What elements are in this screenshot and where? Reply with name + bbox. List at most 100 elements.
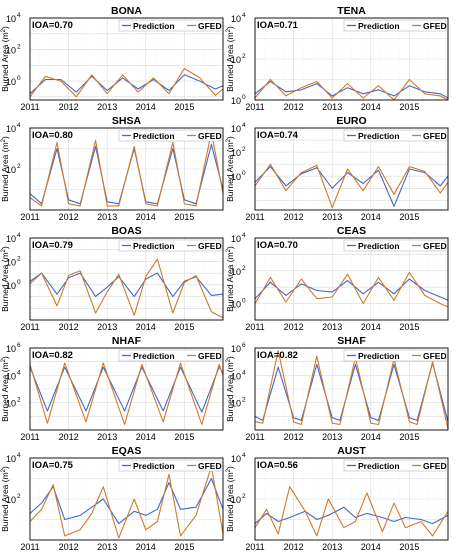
y-tick-label: 10 (6, 46, 16, 56)
x-tick-label: 2015 (174, 542, 194, 550)
y-tick-label: 10 (231, 234, 241, 244)
x-tick-label: 2011 (20, 542, 39, 550)
y-tick-exponent: 4 (17, 12, 21, 19)
panel-title: AUST (337, 445, 366, 457)
x-tick-label: 2015 (399, 542, 419, 550)
ioa-label: IOA=0.74 (257, 130, 299, 141)
y-tick-exponent: 4 (17, 452, 21, 459)
legend-label-gfed: GFED (423, 351, 447, 361)
y-tick-label: 10 (231, 172, 241, 182)
series-line-prediction (254, 278, 449, 301)
y-tick-label: 10 (231, 96, 241, 106)
y-axis-label: Burned Area (m2) (0, 246, 10, 312)
y-tick-label: 10 (6, 77, 16, 87)
legend-label-prediction: Prediction (358, 241, 400, 251)
x-tick-label: 2015 (174, 102, 194, 112)
y-tick-label: 10 (231, 124, 241, 134)
y-tick-label: 10 (231, 454, 241, 464)
x-tick-label: 2014 (136, 432, 156, 442)
x-tick-label: 2015 (399, 432, 419, 442)
axes-frame (254, 17, 449, 101)
x-tick-label: 2013 (322, 102, 342, 112)
y-axis-label: Burned Area (m2) (225, 246, 235, 312)
legend-box (118, 239, 222, 252)
y-tick-label: 10 (6, 371, 16, 381)
y-tick-exponent: 4 (17, 369, 21, 376)
y-tick-label: 10 (231, 399, 241, 409)
legend-label-prediction: Prediction (358, 21, 400, 31)
panel-title: BOAS (111, 225, 141, 237)
y-tick-exponent: 4 (17, 232, 21, 239)
y-tick-exponent: 6 (242, 342, 246, 349)
x-tick-label: 2013 (97, 102, 117, 112)
legend-box (343, 349, 447, 362)
x-tick-label: 2011 (245, 432, 264, 442)
panel-title: EQAS (112, 445, 142, 457)
x-tick-label: 2012 (284, 432, 304, 442)
x-tick-label: 2013 (322, 322, 342, 332)
axes-frame (254, 127, 449, 211)
x-tick-label: 2012 (59, 212, 79, 222)
y-tick-label: 10 (231, 55, 241, 65)
legend-box (118, 459, 222, 472)
axes-frame (29, 237, 224, 321)
y-tick-label: 10 (6, 165, 16, 175)
y-tick-exponent: 4 (242, 452, 246, 459)
series-line-gfed (29, 362, 224, 426)
x-tick-label: 2015 (399, 212, 419, 222)
series-line-gfed (29, 131, 224, 207)
x-tick-label: 2014 (361, 102, 381, 112)
x-tick-label: 2012 (284, 542, 304, 550)
y-tick-label: 10 (6, 234, 16, 244)
y-tick-exponent: 4 (17, 122, 21, 129)
legend-box (118, 129, 222, 142)
y-tick-exponent: 0 (17, 75, 21, 82)
series-line-gfed (254, 350, 449, 429)
y-tick-label: 10 (231, 344, 241, 354)
x-tick-label: 2011 (20, 102, 39, 112)
legend-label-gfed: GFED (198, 461, 222, 471)
x-tick-label: 2012 (59, 102, 79, 112)
ioa-label: IOA=0.71 (257, 20, 299, 31)
x-tick-label: 2014 (136, 322, 156, 332)
legend-label-gfed: GFED (198, 21, 222, 31)
axes-frame (254, 457, 449, 541)
legend-box (343, 459, 447, 472)
series-line-prediction (254, 166, 449, 207)
x-tick-label: 2014 (361, 322, 381, 332)
y-tick-exponent: 4 (242, 12, 246, 19)
y-axis-label: Burned Area (m2) (0, 356, 10, 422)
y-tick-exponent: 2 (17, 397, 21, 404)
x-tick-label: 2014 (361, 212, 381, 222)
y-tick-label: 10 (6, 281, 16, 291)
panel-title: NHAF (112, 335, 142, 347)
legend-label-prediction: Prediction (133, 241, 175, 251)
y-tick-label: 10 (6, 454, 16, 464)
ioa-label: IOA=0.80 (32, 130, 73, 141)
y-tick-exponent: 2 (242, 397, 246, 404)
x-tick-label: 2014 (136, 542, 156, 550)
x-tick-label: 2015 (174, 212, 194, 222)
x-tick-label: 2014 (361, 432, 381, 442)
y-tick-label: 10 (231, 300, 241, 310)
series-line-gfed (254, 163, 449, 209)
series-line-gfed (254, 486, 449, 537)
y-tick-exponent: 2 (242, 265, 246, 272)
series-line-prediction (254, 80, 449, 99)
axes-frame (254, 347, 449, 431)
x-tick-label: 2011 (20, 432, 39, 442)
x-tick-label: 2015 (399, 322, 419, 332)
y-axis-label: Burned Area (m2) (225, 136, 235, 202)
x-tick-label: 2012 (284, 102, 304, 112)
x-tick-label: 2011 (245, 542, 264, 550)
ioa-label: IOA=0.70 (257, 240, 298, 251)
x-tick-label: 2012 (59, 322, 79, 332)
y-tick-label: 10 (231, 495, 241, 505)
series-line-gfed (254, 78, 449, 101)
panel-title: SHAF (337, 335, 366, 347)
